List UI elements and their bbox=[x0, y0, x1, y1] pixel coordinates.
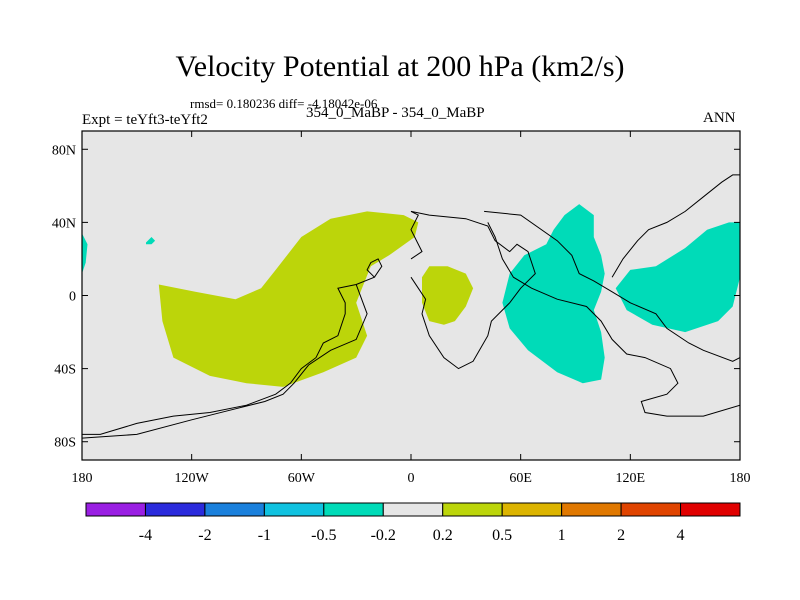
colorbar: -4 -2 -1 -0.5 -0.2 0.2 0.5 1 2 4 bbox=[85, 502, 741, 544]
colorbar-label: 4 bbox=[677, 527, 685, 544]
season-label: ANN bbox=[703, 110, 736, 126]
region-dateline-edge-negative bbox=[82, 233, 88, 274]
x-tick-label: 0 bbox=[408, 471, 415, 486]
coastline-east-asia-outline bbox=[611, 174, 740, 278]
period-label: 354_0_MaBP - 354_0_MaBP bbox=[306, 105, 485, 121]
colorbar-label: -4 bbox=[139, 527, 152, 544]
x-tick-label: 180 bbox=[72, 471, 93, 486]
y-tick-label: 80S bbox=[54, 436, 76, 451]
plot-title: Velocity Potential at 200 hPa (km2/s) bbox=[175, 50, 625, 83]
colorbar-label: 0.2 bbox=[433, 527, 453, 544]
colorbar-box bbox=[204, 502, 265, 517]
colorbar-label: 2 bbox=[617, 527, 625, 544]
colorbar-box bbox=[501, 502, 563, 517]
colorbar-box bbox=[382, 502, 444, 517]
colorbar-box bbox=[144, 502, 206, 517]
y-tick-label: 40S bbox=[54, 363, 76, 378]
x-tick-label: 120E bbox=[616, 471, 646, 486]
colorbar-label: 0.5 bbox=[492, 527, 512, 544]
coastline-americas-outline bbox=[82, 258, 383, 439]
colorbar-label: -0.2 bbox=[371, 527, 396, 544]
colorbar-box bbox=[85, 502, 146, 517]
colorbar-label: -1 bbox=[258, 527, 271, 544]
colorbar-box bbox=[620, 502, 682, 517]
coastline-africa-outline bbox=[410, 210, 536, 370]
y-tick-label: 80N bbox=[52, 143, 76, 158]
region-pacific-small-negative bbox=[146, 237, 156, 245]
colorbar-label: -2 bbox=[198, 527, 211, 544]
region-west-pacific-negative bbox=[615, 222, 740, 333]
region-africa-positive bbox=[422, 266, 474, 325]
region-western-hemisphere-positive bbox=[158, 211, 419, 387]
y-tick-label: 0 bbox=[69, 290, 76, 305]
field-layer bbox=[82, 174, 740, 439]
colorbar-box bbox=[323, 502, 384, 517]
colorbar-box bbox=[263, 502, 325, 517]
y-tick-label: 40N bbox=[52, 216, 76, 231]
x-tick-label: 120W bbox=[175, 471, 210, 486]
experiment-label: Expt = teYft3-teYft2 bbox=[82, 112, 208, 128]
colorbar-label: -0.5 bbox=[311, 527, 336, 544]
rmsd-label: rmsd= 0.180236 diff= -4.18042e-06 bbox=[190, 96, 378, 111]
x-tick-label: 60W bbox=[288, 471, 316, 486]
colorbar-box bbox=[680, 502, 741, 517]
colorbar-box bbox=[561, 502, 622, 517]
colorbar-label: 1 bbox=[558, 527, 566, 544]
x-tick-label: 180 bbox=[730, 471, 751, 486]
region-indian-ocean-negative bbox=[502, 204, 605, 384]
coastline-asia-australia-outline bbox=[484, 210, 740, 417]
colorbar-box bbox=[442, 502, 503, 517]
x-tick-label: 60E bbox=[509, 471, 532, 486]
